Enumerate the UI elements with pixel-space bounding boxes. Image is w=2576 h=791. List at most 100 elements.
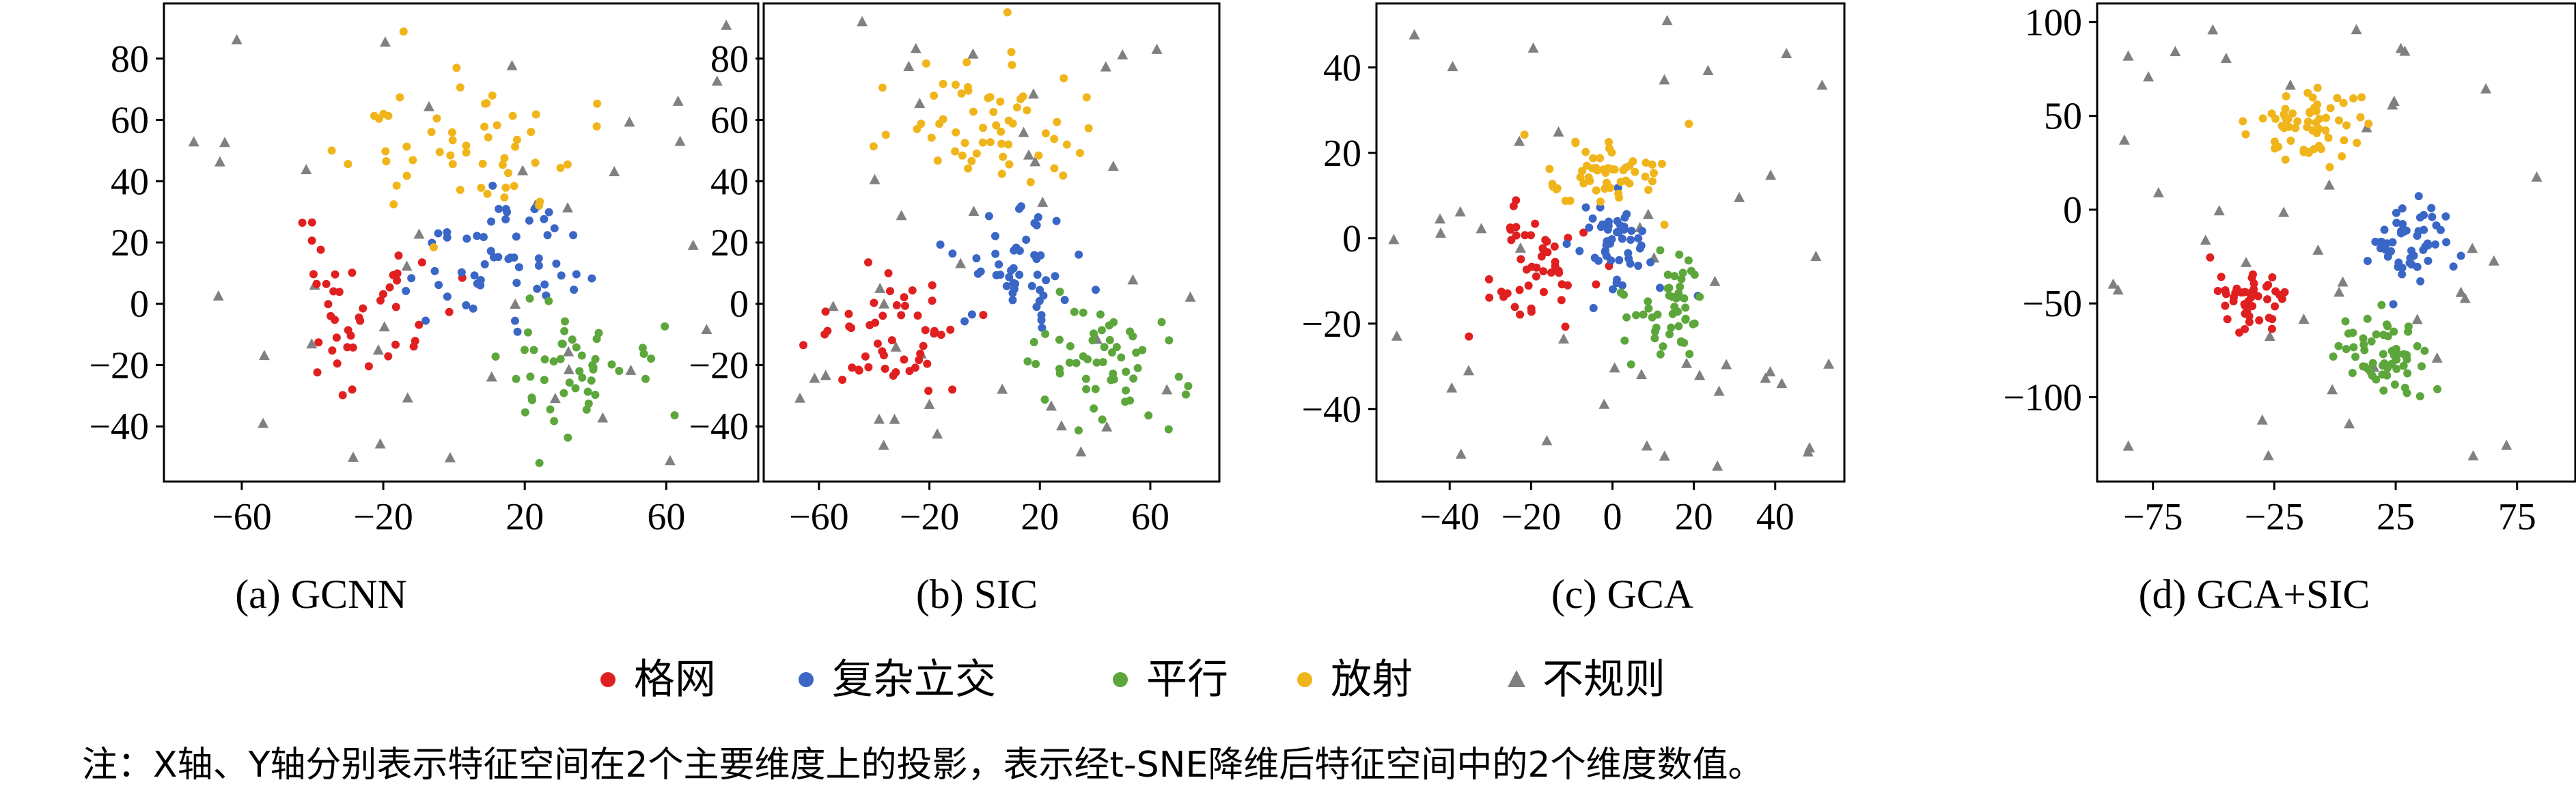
data-point [1539, 267, 1548, 276]
data-point [1709, 275, 1721, 286]
data-point [1702, 64, 1714, 75]
data-point [2382, 320, 2391, 329]
data-point [1012, 103, 1021, 112]
data-point [486, 371, 497, 382]
data-point [1650, 334, 1659, 343]
plot-frame [1375, 2, 1846, 483]
data-point [1435, 227, 1447, 238]
data-point [2341, 317, 2350, 326]
data-point [1037, 311, 1046, 320]
y-tick-label: −20 [689, 344, 749, 387]
data-point [2298, 313, 2310, 324]
data-point [2286, 137, 2295, 145]
legend-marker-triangle-icon [1508, 670, 1525, 687]
scatter-plot-gca: −40 −20 0 20 40 −40 −20 0 20 40 [1301, 2, 1846, 538]
data-point [589, 363, 598, 372]
data-point [823, 327, 832, 335]
data-point [348, 452, 359, 462]
data-point [967, 156, 976, 165]
data-point [2417, 362, 2426, 371]
data-point [476, 276, 485, 285]
data-point [1079, 308, 1088, 317]
data-point [1514, 242, 1526, 253]
data-point [535, 201, 544, 210]
data-point [434, 229, 443, 238]
data-point [1589, 303, 1598, 312]
data-point [2242, 301, 2251, 309]
data-point [2349, 343, 2358, 352]
data-point [1023, 106, 1031, 115]
data-point [378, 290, 387, 299]
data-point [1575, 247, 1584, 255]
legend-marker-circle-icon [600, 672, 615, 687]
data-point [338, 391, 347, 400]
data-point [2442, 238, 2451, 247]
data-point [2456, 251, 2465, 260]
data-point [921, 326, 930, 335]
y-tick-label: 20 [710, 222, 749, 264]
data-point [307, 218, 316, 227]
data-point [1648, 160, 1657, 169]
data-point [1681, 314, 1690, 323]
data-point [1668, 309, 1677, 318]
data-point [374, 438, 386, 449]
data-point [2255, 316, 2264, 325]
data-point [1033, 270, 1042, 279]
data-point [500, 193, 509, 202]
data-point [711, 75, 723, 86]
data-point [864, 363, 873, 372]
data-point [2241, 130, 2250, 139]
data-point [873, 413, 885, 424]
data-point [484, 133, 493, 142]
data-point [2327, 384, 2338, 395]
data-point [1031, 359, 1040, 368]
data-point [1592, 280, 1601, 289]
data-point [1537, 252, 1546, 261]
legend-label: 不规则 [1542, 656, 1665, 704]
data-point [470, 271, 479, 280]
data-point [1642, 158, 1650, 167]
data-point [1676, 337, 1685, 346]
data-point [2263, 295, 2272, 304]
data-point [2413, 232, 2422, 240]
data-point [402, 392, 413, 403]
data-point [1184, 382, 1193, 391]
data-point [2428, 212, 2437, 221]
data-point [2122, 440, 2134, 451]
data-point [2313, 100, 2322, 109]
data-point [1670, 272, 1679, 281]
data-point [2388, 238, 2397, 247]
data-point [2213, 205, 2225, 216]
data-point [1781, 47, 1792, 58]
y-tick-label: 0 [1342, 218, 1361, 260]
data-point [1527, 262, 1536, 271]
data-point [556, 355, 565, 363]
data-point [885, 287, 894, 296]
data-point [930, 327, 939, 335]
data-point [896, 210, 907, 221]
data-point [969, 107, 978, 116]
data-point [986, 93, 995, 102]
data-point [346, 331, 355, 340]
data-point [967, 310, 976, 319]
data-point [2407, 260, 2416, 269]
data-point [501, 183, 510, 192]
data-point [506, 59, 518, 70]
legend-item-grid: 格网 [594, 649, 716, 710]
y-tick-label: 40 [111, 161, 149, 203]
y-tick-label: −100 [2003, 376, 2082, 419]
data-point [2333, 286, 2345, 297]
y-tick-label: 20 [1323, 133, 1361, 175]
data-point [212, 290, 224, 301]
data-point [948, 385, 957, 394]
data-point [2467, 242, 2478, 253]
data-point [964, 86, 973, 95]
x-tick-label: 0 [1603, 496, 1622, 538]
x-tick-label: −20 [1501, 496, 1562, 538]
data-point [2229, 297, 2238, 306]
data-point [878, 83, 887, 92]
data-point [2359, 334, 2368, 343]
data-point [664, 455, 676, 466]
data-point [1514, 135, 1525, 146]
data-point [1074, 426, 1083, 435]
